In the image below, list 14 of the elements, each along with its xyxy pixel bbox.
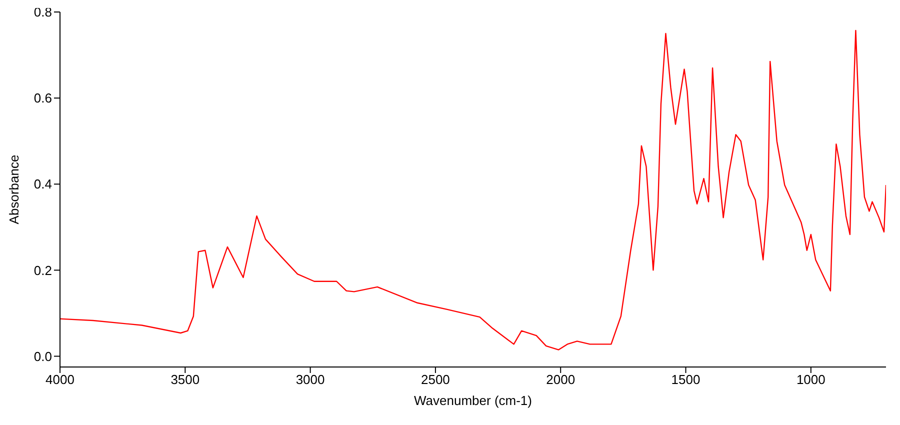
x-tick-label: 3500 <box>170 372 200 388</box>
x-tick-label: 2000 <box>546 372 576 388</box>
y-axis-title: Absorbance <box>6 154 22 224</box>
line-series <box>60 30 886 350</box>
x-axis-title: Wavenumber (cm-1) <box>414 393 532 408</box>
y-tick-label: 0.0 <box>34 348 52 364</box>
x-tick-label: 4000 <box>46 372 74 388</box>
x-tick-label: 1500 <box>671 372 700 388</box>
y-tick-label: 0.2 <box>34 262 52 278</box>
x-tick-label: 1000 <box>796 372 826 388</box>
y-tick-label: 0.6 <box>34 90 52 106</box>
y-tick-label: 0.4 <box>34 176 52 192</box>
x-tick-label: 2500 <box>420 372 450 388</box>
x-tick-label: 3000 <box>296 372 325 388</box>
